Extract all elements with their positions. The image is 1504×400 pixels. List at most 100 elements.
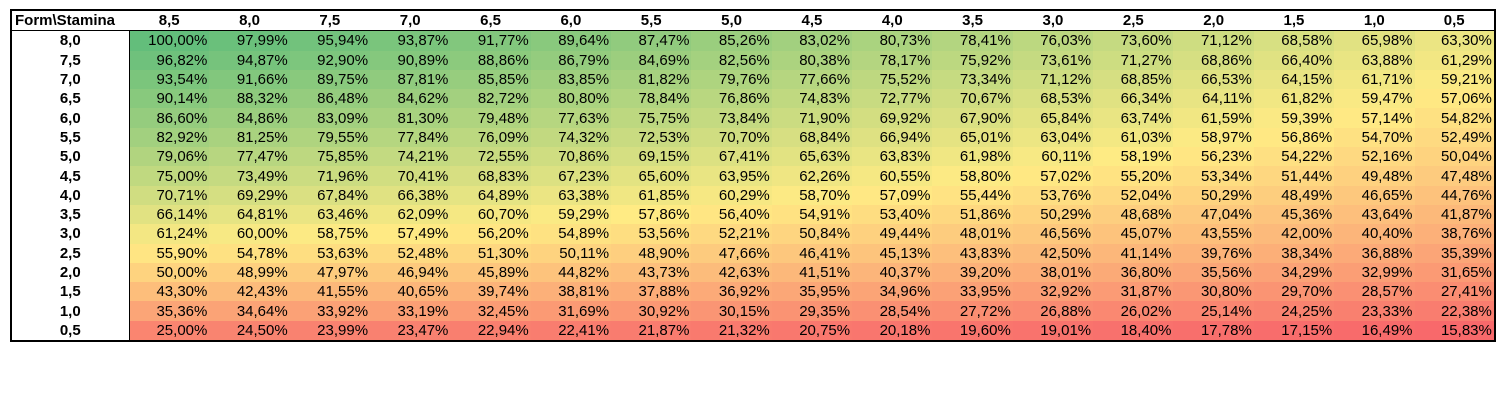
table-cell[interactable]: 82,92% <box>129 127 210 148</box>
table-cell[interactable]: 22,38% <box>1414 301 1495 321</box>
table-cell[interactable]: 48,68% <box>1093 204 1174 225</box>
table-cell[interactable]: 36,92% <box>691 282 772 302</box>
table-cell[interactable]: 72,55% <box>450 147 531 167</box>
table-cell[interactable]: 34,96% <box>852 282 933 302</box>
table-cell[interactable]: 18,40% <box>1093 320 1174 342</box>
table-cell[interactable]: 55,90% <box>129 243 210 263</box>
table-cell[interactable]: 63,04% <box>1012 127 1094 148</box>
table-cell[interactable]: 43,55% <box>1173 224 1254 244</box>
table-cell[interactable]: 77,63% <box>530 108 612 128</box>
table-cell[interactable]: 54,78% <box>209 243 290 263</box>
table-cell[interactable]: 31,69% <box>530 301 612 321</box>
table-cell[interactable]: 51,86% <box>932 204 1013 225</box>
table-cell[interactable]: 35,36% <box>129 301 210 321</box>
table-cell[interactable]: 86,79% <box>530 50 612 70</box>
table-cell[interactable]: 42,50% <box>1012 243 1094 263</box>
table-cell[interactable]: 35,39% <box>1414 243 1495 263</box>
table-cell[interactable]: 77,66% <box>771 69 853 90</box>
table-cell[interactable]: 67,84% <box>289 185 371 205</box>
table-cell[interactable]: 33,19% <box>370 301 451 321</box>
table-cell[interactable]: 45,07% <box>1093 224 1174 244</box>
table-cell[interactable]: 48,49% <box>1253 185 1335 205</box>
table-cell[interactable]: 64,81% <box>209 204 290 225</box>
table-cell[interactable]: 43,30% <box>129 282 210 302</box>
table-cell[interactable]: 53,34% <box>1173 166 1254 186</box>
table-cell[interactable]: 79,76% <box>691 69 772 90</box>
table-cell[interactable]: 70,70% <box>691 127 772 148</box>
table-cell[interactable]: 66,40% <box>1253 50 1335 70</box>
table-cell[interactable]: 57,14% <box>1334 108 1415 128</box>
table-cell[interactable]: 60,70% <box>450 204 531 225</box>
table-cell[interactable]: 23,99% <box>289 320 371 342</box>
table-cell[interactable]: 53,40% <box>852 204 933 225</box>
table-cell[interactable]: 74,21% <box>370 147 451 167</box>
table-cell[interactable]: 93,54% <box>129 69 210 90</box>
table-cell[interactable]: 63,38% <box>530 185 612 205</box>
table-cell[interactable]: 41,51% <box>771 262 853 283</box>
table-cell[interactable]: 100,00% <box>129 30 210 51</box>
table-cell[interactable]: 52,16% <box>1334 147 1415 167</box>
table-cell[interactable]: 17,78% <box>1173 320 1254 342</box>
table-cell[interactable]: 53,56% <box>611 224 692 244</box>
table-cell[interactable]: 86,48% <box>289 89 371 109</box>
table-cell[interactable]: 63,83% <box>852 147 933 167</box>
table-cell[interactable]: 67,23% <box>530 166 612 186</box>
table-cell[interactable]: 79,06% <box>129 147 210 167</box>
table-cell[interactable]: 61,98% <box>932 147 1013 167</box>
table-cell[interactable]: 78,17% <box>852 50 933 70</box>
table-cell[interactable]: 62,26% <box>771 166 853 186</box>
table-cell[interactable]: 43,73% <box>611 262 692 283</box>
table-cell[interactable]: 48,99% <box>209 262 290 283</box>
table-cell[interactable]: 73,34% <box>932 69 1013 90</box>
table-cell[interactable]: 49,48% <box>1334 166 1415 186</box>
table-cell[interactable]: 57,09% <box>852 185 933 205</box>
table-cell[interactable]: 45,13% <box>852 243 933 263</box>
table-cell[interactable]: 37,88% <box>611 282 692 302</box>
table-cell[interactable]: 32,92% <box>1012 282 1094 302</box>
table-cell[interactable]: 62,09% <box>370 204 451 225</box>
table-cell[interactable]: 65,84% <box>1012 108 1094 128</box>
table-cell[interactable]: 78,84% <box>611 89 692 109</box>
table-cell[interactable]: 40,37% <box>852 262 933 283</box>
table-cell[interactable]: 52,21% <box>691 224 772 244</box>
table-cell[interactable]: 80,73% <box>852 30 933 51</box>
table-cell[interactable]: 30,15% <box>691 301 772 321</box>
table-cell[interactable]: 68,85% <box>1093 69 1174 90</box>
table-cell[interactable]: 38,76% <box>1414 224 1495 244</box>
table-cell[interactable]: 81,82% <box>611 69 692 90</box>
table-cell[interactable]: 21,32% <box>691 320 772 342</box>
table-cell[interactable]: 63,30% <box>1414 30 1495 51</box>
table-cell[interactable]: 73,60% <box>1093 30 1174 51</box>
table-cell[interactable]: 82,56% <box>691 50 772 70</box>
table-cell[interactable]: 26,02% <box>1093 301 1174 321</box>
table-cell[interactable]: 58,97% <box>1173 127 1254 148</box>
table-cell[interactable]: 74,32% <box>530 127 612 148</box>
table-cell[interactable]: 25,14% <box>1173 301 1254 321</box>
table-cell[interactable]: 69,92% <box>852 108 933 128</box>
table-cell[interactable]: 22,94% <box>450 320 531 342</box>
table-cell[interactable]: 54,89% <box>530 224 612 244</box>
table-cell[interactable]: 29,70% <box>1253 282 1335 302</box>
table-cell[interactable]: 43,64% <box>1334 204 1415 225</box>
table-cell[interactable]: 27,41% <box>1414 282 1495 302</box>
table-cell[interactable]: 55,20% <box>1093 166 1174 186</box>
table-cell[interactable]: 83,85% <box>530 69 612 90</box>
table-cell[interactable]: 83,09% <box>289 108 371 128</box>
table-cell[interactable]: 74,83% <box>771 89 853 109</box>
table-cell[interactable]: 92,90% <box>289 50 371 70</box>
table-cell[interactable]: 44,82% <box>530 262 612 283</box>
table-cell[interactable]: 69,29% <box>209 185 290 205</box>
table-cell[interactable]: 60,29% <box>691 185 772 205</box>
table-cell[interactable]: 58,19% <box>1093 147 1174 167</box>
table-cell[interactable]: 79,48% <box>450 108 531 128</box>
table-cell[interactable]: 46,41% <box>771 243 853 263</box>
table-cell[interactable]: 46,65% <box>1334 185 1415 205</box>
table-cell[interactable]: 68,86% <box>1173 50 1254 70</box>
table-cell[interactable]: 23,33% <box>1334 301 1415 321</box>
table-cell[interactable]: 70,67% <box>932 89 1013 109</box>
table-cell[interactable]: 59,39% <box>1253 108 1335 128</box>
table-cell[interactable]: 32,99% <box>1334 262 1415 283</box>
table-cell[interactable]: 94,87% <box>209 50 290 70</box>
table-cell[interactable]: 85,85% <box>450 69 531 90</box>
table-cell[interactable]: 75,75% <box>611 108 692 128</box>
